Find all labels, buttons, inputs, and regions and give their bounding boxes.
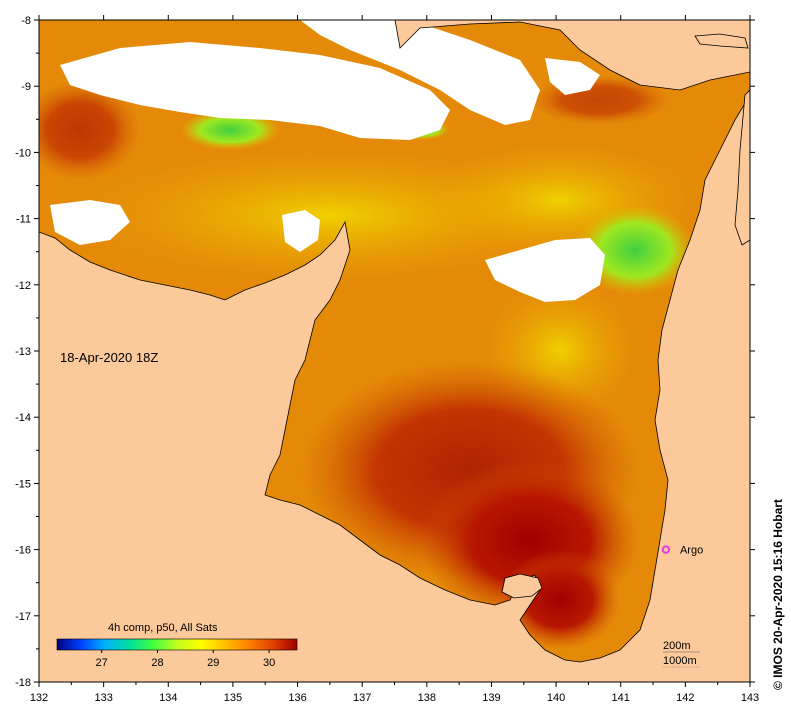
lat-tick-label: -8 <box>21 15 31 27</box>
colorbar-tick-label: 29 <box>207 657 219 669</box>
lon-tick-label: 142 <box>676 692 694 704</box>
lon-tick-label: 143 <box>741 692 759 704</box>
argo-float: Argo <box>661 545 703 557</box>
colorbar-title: 4h comp, p50, All Sats <box>108 622 218 634</box>
colorbar-tick-label: 28 <box>151 657 163 669</box>
lat-tick-label: -11 <box>16 214 31 226</box>
lat-tick-label: -12 <box>15 280 31 292</box>
cool-patch <box>180 110 280 150</box>
new-guinea <box>394 20 750 91</box>
lon-tick-label: 133 <box>94 692 112 704</box>
lon-tick-label: 135 <box>224 692 242 704</box>
lon-tick-label: 136 <box>288 692 306 704</box>
land <box>39 20 750 682</box>
lon-tick-label: 134 <box>159 692 177 704</box>
credit-label: © IMOS 20-Apr-2020 15:16 Hobart <box>771 499 785 690</box>
lat-tick-label: -10 <box>15 147 31 159</box>
lon-tick-label: 137 <box>353 692 371 704</box>
lat-tick-label: -9 <box>21 81 31 93</box>
lon-tick-label: 139 <box>482 692 500 704</box>
lat-tick-label: -18 <box>15 677 31 689</box>
colorbar-tick-label: 27 <box>96 657 108 669</box>
lat-tick-label: -17 <box>15 611 31 623</box>
argo-label: Argo <box>680 545 703 557</box>
lat-tick-label: -16 <box>15 545 31 557</box>
warm-patch <box>39 80 140 180</box>
lon-tick-label: 140 <box>547 692 565 704</box>
contour-1000m-label: 1000m <box>663 655 697 667</box>
argo-marker <box>661 545 671 554</box>
contour-200m-label: 200m <box>663 640 691 652</box>
cool-patch <box>575 205 695 295</box>
lat-tick-label: -15 <box>15 478 31 490</box>
colorbar-tick-label: 30 <box>263 657 275 669</box>
colorbar: 4h comp, p50, All Sats 27 28 29 30 <box>56 622 298 669</box>
axes: 132 133 134 135 136 137 138 139 140 141 142 143 -8 -9… <box>15 15 759 704</box>
lon-tick-label: 132 <box>30 692 48 704</box>
mornington-island <box>501 573 543 599</box>
depth-contour-legend: 200m 1000m <box>663 640 700 668</box>
timestamp-label: 18-Apr-2020 18Z <box>60 350 158 365</box>
colorbar-gradient <box>56 638 298 651</box>
cape-york <box>734 89 750 246</box>
torres-islands <box>694 33 749 49</box>
lon-tick-label: 141 <box>612 692 630 704</box>
lat-tick-label: -13 <box>15 346 31 358</box>
lat-tick-label: -14 <box>15 412 31 424</box>
lon-tick-label: 138 <box>418 692 436 704</box>
cloud-mask <box>50 20 605 302</box>
arnhem-land <box>39 94 750 682</box>
warm-core <box>500 550 620 650</box>
